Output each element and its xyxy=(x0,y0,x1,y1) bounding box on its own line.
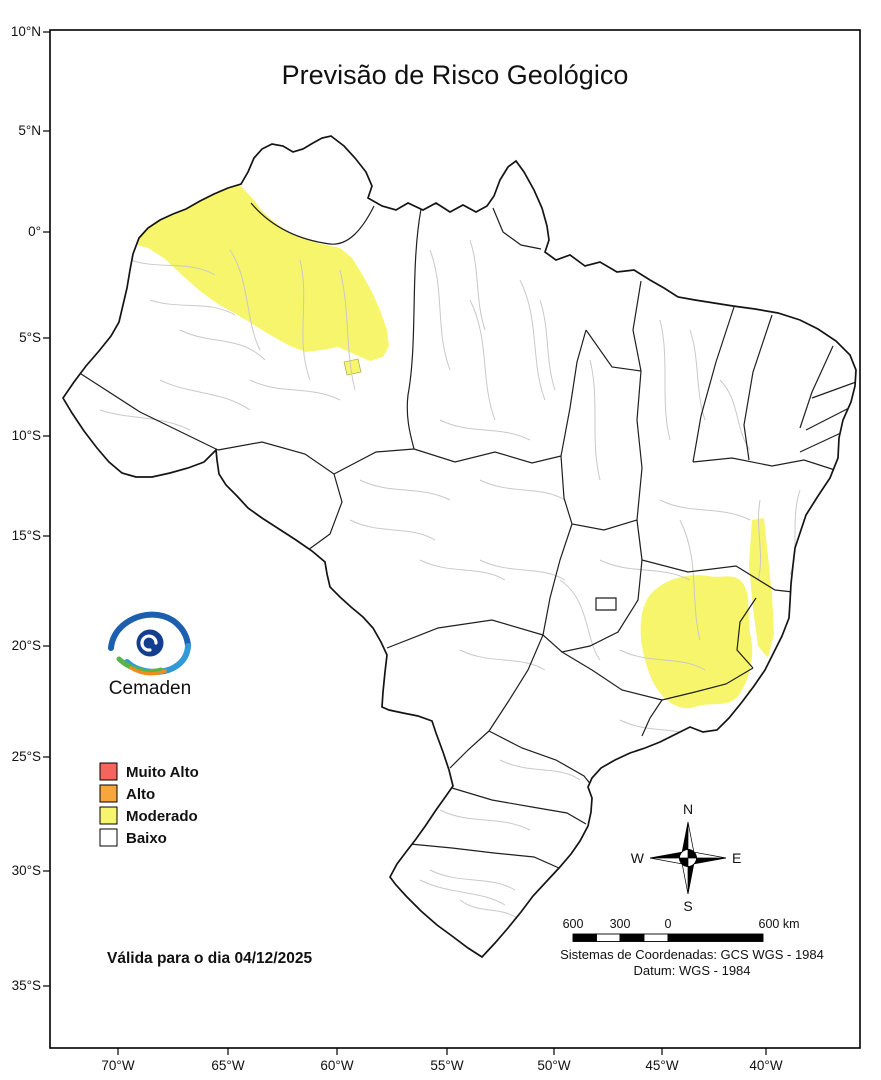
compass-east: E xyxy=(732,850,741,866)
scale-label: 600 xyxy=(563,917,584,931)
legend-label: Muito Alto xyxy=(126,764,199,781)
brazil-map xyxy=(62,135,857,958)
state-border xyxy=(492,207,542,250)
state-border xyxy=(409,843,560,869)
lat-label: 10°N xyxy=(11,24,41,39)
state-border xyxy=(661,667,754,701)
state-border xyxy=(333,448,415,475)
state-border xyxy=(488,634,544,732)
lon-label: 45°W xyxy=(645,1058,678,1073)
lon-label: 60°W xyxy=(320,1058,353,1073)
legend-swatch-alto xyxy=(99,784,118,803)
lat-label: 5°N xyxy=(18,123,41,138)
state-border xyxy=(406,208,422,450)
state-border xyxy=(542,559,643,653)
legend-swatch-moderado xyxy=(99,806,118,825)
state-border xyxy=(449,730,490,769)
datum-line1: Sistemas de Coordenadas: GCS WGS - 1984 xyxy=(560,947,824,962)
risk-legend: Muito Alto Alto Moderado Baixo xyxy=(99,762,199,847)
state-border xyxy=(743,314,773,461)
legend-item: Alto xyxy=(99,784,155,803)
latitude-axis: 10°N 5°N 0° 5°S 10°S 15°S 20°S 25°S 30°S… xyxy=(11,24,50,993)
lon-label: 65°W xyxy=(211,1058,244,1073)
compass-labels: N S W E xyxy=(631,801,742,914)
legend-label: Baixo xyxy=(126,830,167,847)
compass-west: W xyxy=(631,850,645,866)
state-border xyxy=(451,787,587,825)
state-border xyxy=(692,306,735,463)
state-border xyxy=(250,202,375,245)
datum-info: Sistemas de Coordenadas: GCS WGS - 1984 … xyxy=(560,947,824,978)
lat-label: 5°S xyxy=(19,330,41,345)
state-border xyxy=(641,559,794,593)
cemaden-logo: Cemaden xyxy=(108,611,191,699)
state-border xyxy=(585,329,642,372)
scale-label: 600 km xyxy=(759,917,800,931)
lat-label: 10°S xyxy=(12,428,41,443)
risk-region-northwest-small xyxy=(343,358,362,376)
state-border xyxy=(736,597,757,669)
lat-label: 35°S xyxy=(12,978,41,993)
lat-label: 0° xyxy=(28,224,41,239)
risk-region-southeast-coastal xyxy=(749,518,774,658)
legend-swatch-muito-alto xyxy=(99,762,118,781)
risk-regions-moderate xyxy=(128,183,774,709)
lon-label: 50°W xyxy=(537,1058,570,1073)
state-border xyxy=(77,371,219,451)
lat-label: 25°S xyxy=(12,749,41,764)
state-border xyxy=(595,597,617,611)
legend-item: Baixo xyxy=(99,828,167,847)
state-border xyxy=(636,370,643,521)
cemaden-logo-caption: Cemaden xyxy=(109,678,191,699)
state-border xyxy=(636,519,643,561)
state-border xyxy=(542,523,573,636)
state-border xyxy=(561,651,663,701)
state-border xyxy=(560,329,587,457)
compass-rose-icon xyxy=(649,821,727,895)
map-frame xyxy=(49,29,861,1049)
state-border xyxy=(386,619,544,649)
risk-region-northwest xyxy=(128,183,389,361)
legend-item: Moderado xyxy=(99,806,198,825)
state-border xyxy=(692,457,839,472)
risk-region-southeast-main xyxy=(640,575,753,709)
state-border xyxy=(488,730,593,787)
region-boundaries xyxy=(99,239,801,921)
longitude-axis: 70°W 65°W 60°W 55°W 50°W 45°W 40°W xyxy=(101,1048,783,1073)
lon-label: 70°W xyxy=(101,1058,134,1073)
state-border xyxy=(811,381,856,399)
lon-label: 55°W xyxy=(430,1058,463,1073)
validity-note: Válida para o dia 04/12/2025 xyxy=(107,950,312,967)
state-border xyxy=(805,405,854,431)
legend-swatch-baixo xyxy=(99,828,118,847)
map-title: Previsão de Risco Geológico xyxy=(282,60,629,90)
lat-label: 20°S xyxy=(12,638,41,653)
state-border xyxy=(799,431,844,453)
state-border xyxy=(641,699,663,737)
state-border xyxy=(632,280,642,372)
cemaden-eye-icon xyxy=(108,611,191,676)
scale-label: 300 xyxy=(610,917,631,931)
state-border xyxy=(799,345,834,429)
scale-bar: 600 300 0 600 km xyxy=(563,917,800,942)
compass-north: N xyxy=(683,801,693,817)
datum-line2: Datum: WGS - 1984 xyxy=(633,963,750,978)
lat-label: 30°S xyxy=(12,863,41,878)
lat-label: 15°S xyxy=(12,528,41,543)
lon-label: 40°W xyxy=(749,1058,782,1073)
compass-south: S xyxy=(683,898,692,914)
state-boundaries xyxy=(77,202,856,869)
legend-label: Moderado xyxy=(126,808,198,825)
legend-label: Alto xyxy=(126,786,155,803)
state-border xyxy=(413,448,562,464)
legend-item: Muito Alto xyxy=(99,762,199,781)
scale-bar-segments xyxy=(572,933,764,942)
scale-label: 0 xyxy=(665,917,672,931)
